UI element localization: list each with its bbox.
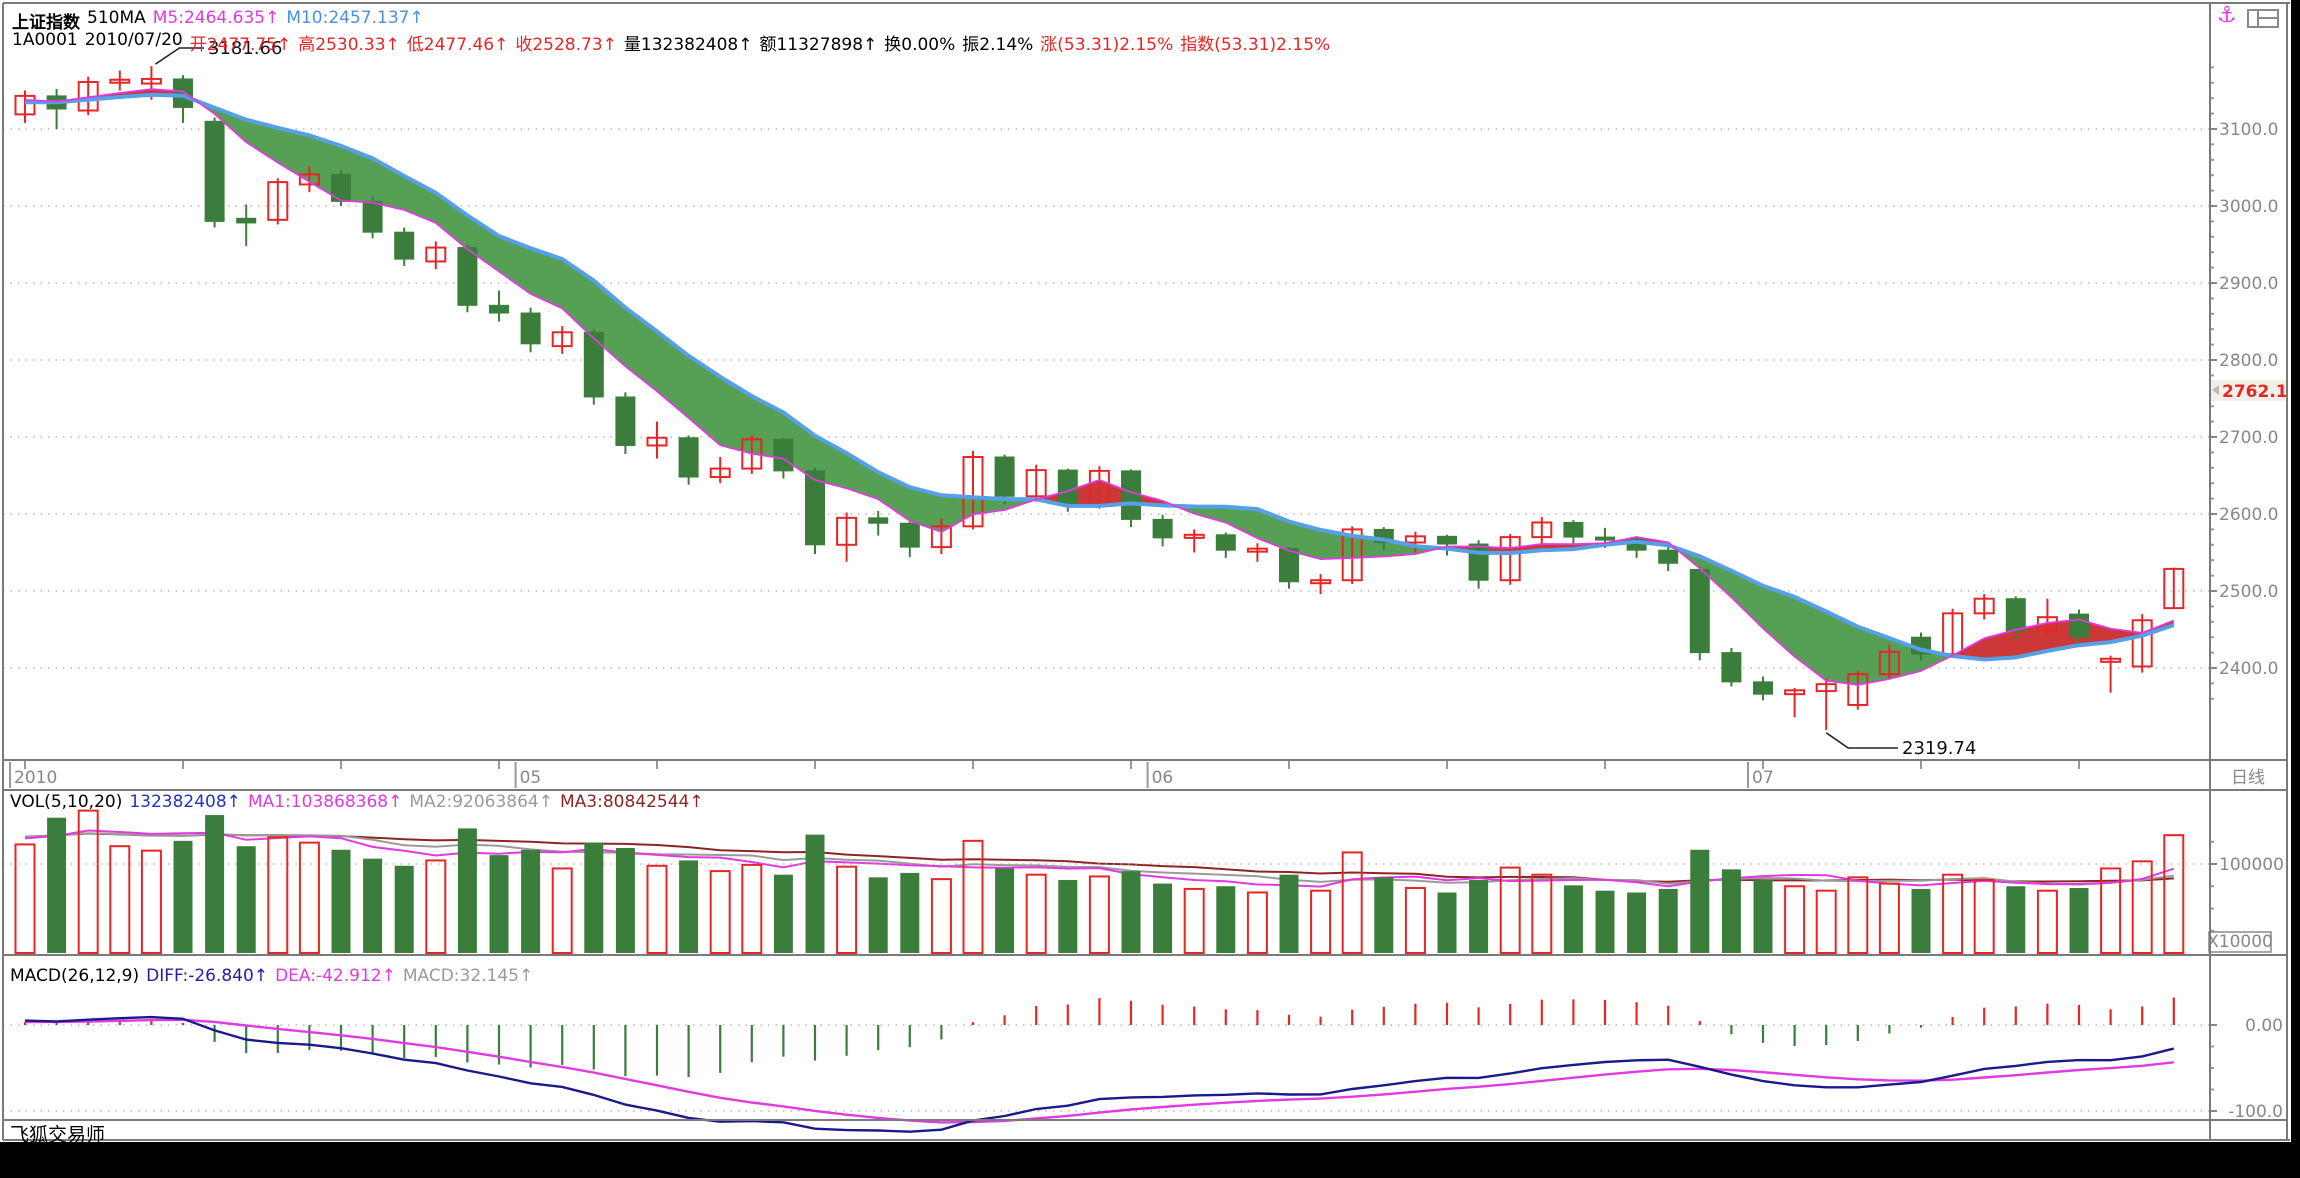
header-segment: M10:2457.137↑: [286, 8, 424, 28]
vol-ma5-line: [24, 829, 2175, 888]
price-gridlines: [3, 128, 2210, 669]
ma10-line: [24, 92, 2175, 662]
annotations: 3181.66 2319.74: [154, 38, 1976, 759]
macd-axis-label: -100.0: [2228, 1102, 2283, 1122]
header-segment: MACD:32.145↑: [402, 966, 534, 986]
header-segment: MA1:103868368↑: [247, 792, 403, 812]
volume-multiplier: X10000: [2207, 931, 2273, 953]
header-segment: 132382408↑: [129, 792, 241, 812]
frame-borders: [2, 2, 2290, 1141]
header-segment: 低2477.46↑: [406, 35, 509, 55]
timeline-label: 2010: [14, 768, 57, 788]
volume-axis-label: 100000: [2219, 855, 2284, 875]
header-segment: 指数(53.31)2.15%: [1180, 35, 1331, 55]
timeline-label: 05: [520, 768, 542, 788]
header-segment: 上证指数: [12, 13, 80, 33]
header-segment: 收2528.73↑: [515, 35, 617, 55]
header-segment: 额11327898↑: [759, 35, 878, 55]
header-segment: 1A0001: [12, 30, 78, 50]
right-axis: 3100.0 3000.0 2900.0 2800.0 2700.0 2600.0 2500…: [2210, 66, 2284, 1122]
header-segment: 换0.00%: [884, 35, 956, 55]
last-price-axis-tag: 2762.1: [2222, 382, 2288, 402]
header-segment: MACD(26,12,9): [10, 966, 140, 986]
timeline: 2010 05 06 07 日线: [3, 759, 2287, 791]
price-header-line1: 上证指数 510MA M5:2464.635↑ M10:2457.137↑: [12, 8, 424, 33]
status-bar: 飞狐交易师: [10, 1120, 105, 1146]
bottom-black-bar: [0, 1142, 2300, 1178]
header-segment: M5:2464.635↑: [152, 8, 280, 28]
header-segment: 开2477.75↑: [189, 35, 292, 55]
header-segment: 高2530.33↑: [298, 35, 400, 55]
volume-bars: [3, 809, 2210, 955]
price-axis-label: 2800.0: [2219, 351, 2278, 371]
macd-histogram: [23, 997, 2175, 1078]
timeline-label: 07: [1752, 768, 1774, 788]
low-annotation: 2319.74: [1902, 738, 1976, 759]
price-axis-label: 2500.0: [2219, 582, 2278, 602]
diff-line: [24, 1015, 2175, 1133]
current-price-tag: 2762.1: [2211, 380, 2288, 402]
header-segment: 量132382408↑: [623, 35, 753, 55]
price-axis-label: 2900.0: [2219, 274, 2278, 294]
header-segment: 2010/07/20: [84, 30, 183, 50]
header-segment: 510MA: [87, 8, 146, 28]
right-black-strip: [2291, 0, 2300, 1178]
header-segment: VOL(5,10,20): [10, 792, 123, 812]
header-segment: DIFF:-26.840↑: [146, 966, 269, 986]
macd-axis-label: 0.00: [2245, 1016, 2283, 1036]
header-segment: 涨(53.31)2.15%: [1040, 35, 1174, 55]
app-title: 飞狐交易师: [10, 1124, 106, 1146]
ma5-line: [24, 88, 2175, 686]
price-axis-label: 3100.0: [2219, 120, 2278, 140]
window-layout-icon[interactable]: [2247, 9, 2279, 28]
header-segment: MA2:92063864↑: [409, 792, 553, 812]
price-axis-label: 2700.0: [2219, 428, 2278, 448]
price-axis-label: 2600.0: [2219, 505, 2278, 525]
period-selector[interactable]: 日线: [2231, 768, 2265, 788]
volume-header: VOL(5,10,20) 132382408↑ MA1:103868368↑ MA2:…: [10, 792, 704, 812]
macd-header: MACD(26,12,9) DIFF:-26.840↑ DEA:-42.912↑ MA…: [10, 966, 533, 986]
price-header-line2: 1A0001 2010/07/20 开2477.75↑ 高2530.33↑ 低2477.…: [12, 30, 1330, 55]
price-axis-label: 3000.0: [2219, 197, 2278, 217]
volume-unit-label[interactable]: X10000: [2207, 932, 2273, 952]
header-segment: MA3:80842544↑: [560, 792, 704, 812]
dea-line: [24, 1018, 2174, 1124]
high-annotation: 3181.66: [208, 38, 282, 59]
anchor-icon[interactable]: ⚓: [2217, 3, 2237, 28]
header-segment: DEA:-42.912↑: [275, 966, 396, 986]
price-axis-label: 2400.0: [2219, 659, 2278, 679]
timeline-label: 06: [1152, 768, 1174, 788]
header-segment: 振2.14%: [962, 35, 1034, 55]
